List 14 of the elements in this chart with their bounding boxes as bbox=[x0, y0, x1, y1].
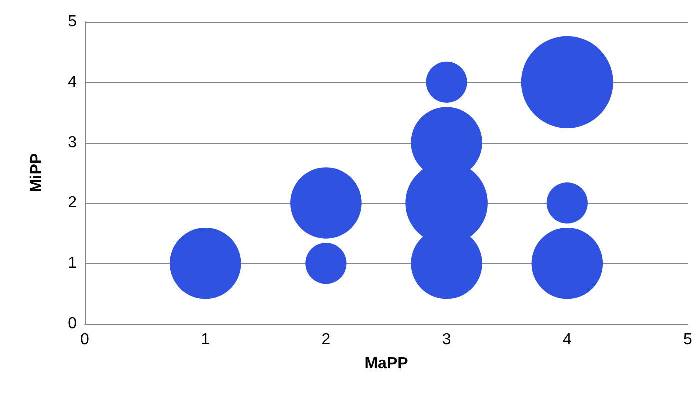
y-tick-label: 5 bbox=[68, 14, 78, 30]
x-axis-title: MaPP bbox=[364, 356, 409, 372]
y-tick-label: 0 bbox=[68, 316, 78, 332]
x-tick-label: 4 bbox=[562, 332, 572, 348]
x-tick-label: 3 bbox=[442, 332, 452, 348]
y-axis-title: MiPP bbox=[28, 153, 46, 193]
y-tick-label: 1 bbox=[68, 255, 78, 272]
x-tick-label: 2 bbox=[322, 332, 331, 348]
y-tick-label: 4 bbox=[68, 74, 78, 91]
y-tick-label: 3 bbox=[68, 134, 78, 152]
x-tick-label: 1 bbox=[201, 332, 210, 348]
x-tick-label: 5 bbox=[684, 332, 693, 348]
x-tick-label: 0 bbox=[80, 332, 90, 348]
y-tick-label: 2 bbox=[68, 194, 78, 212]
